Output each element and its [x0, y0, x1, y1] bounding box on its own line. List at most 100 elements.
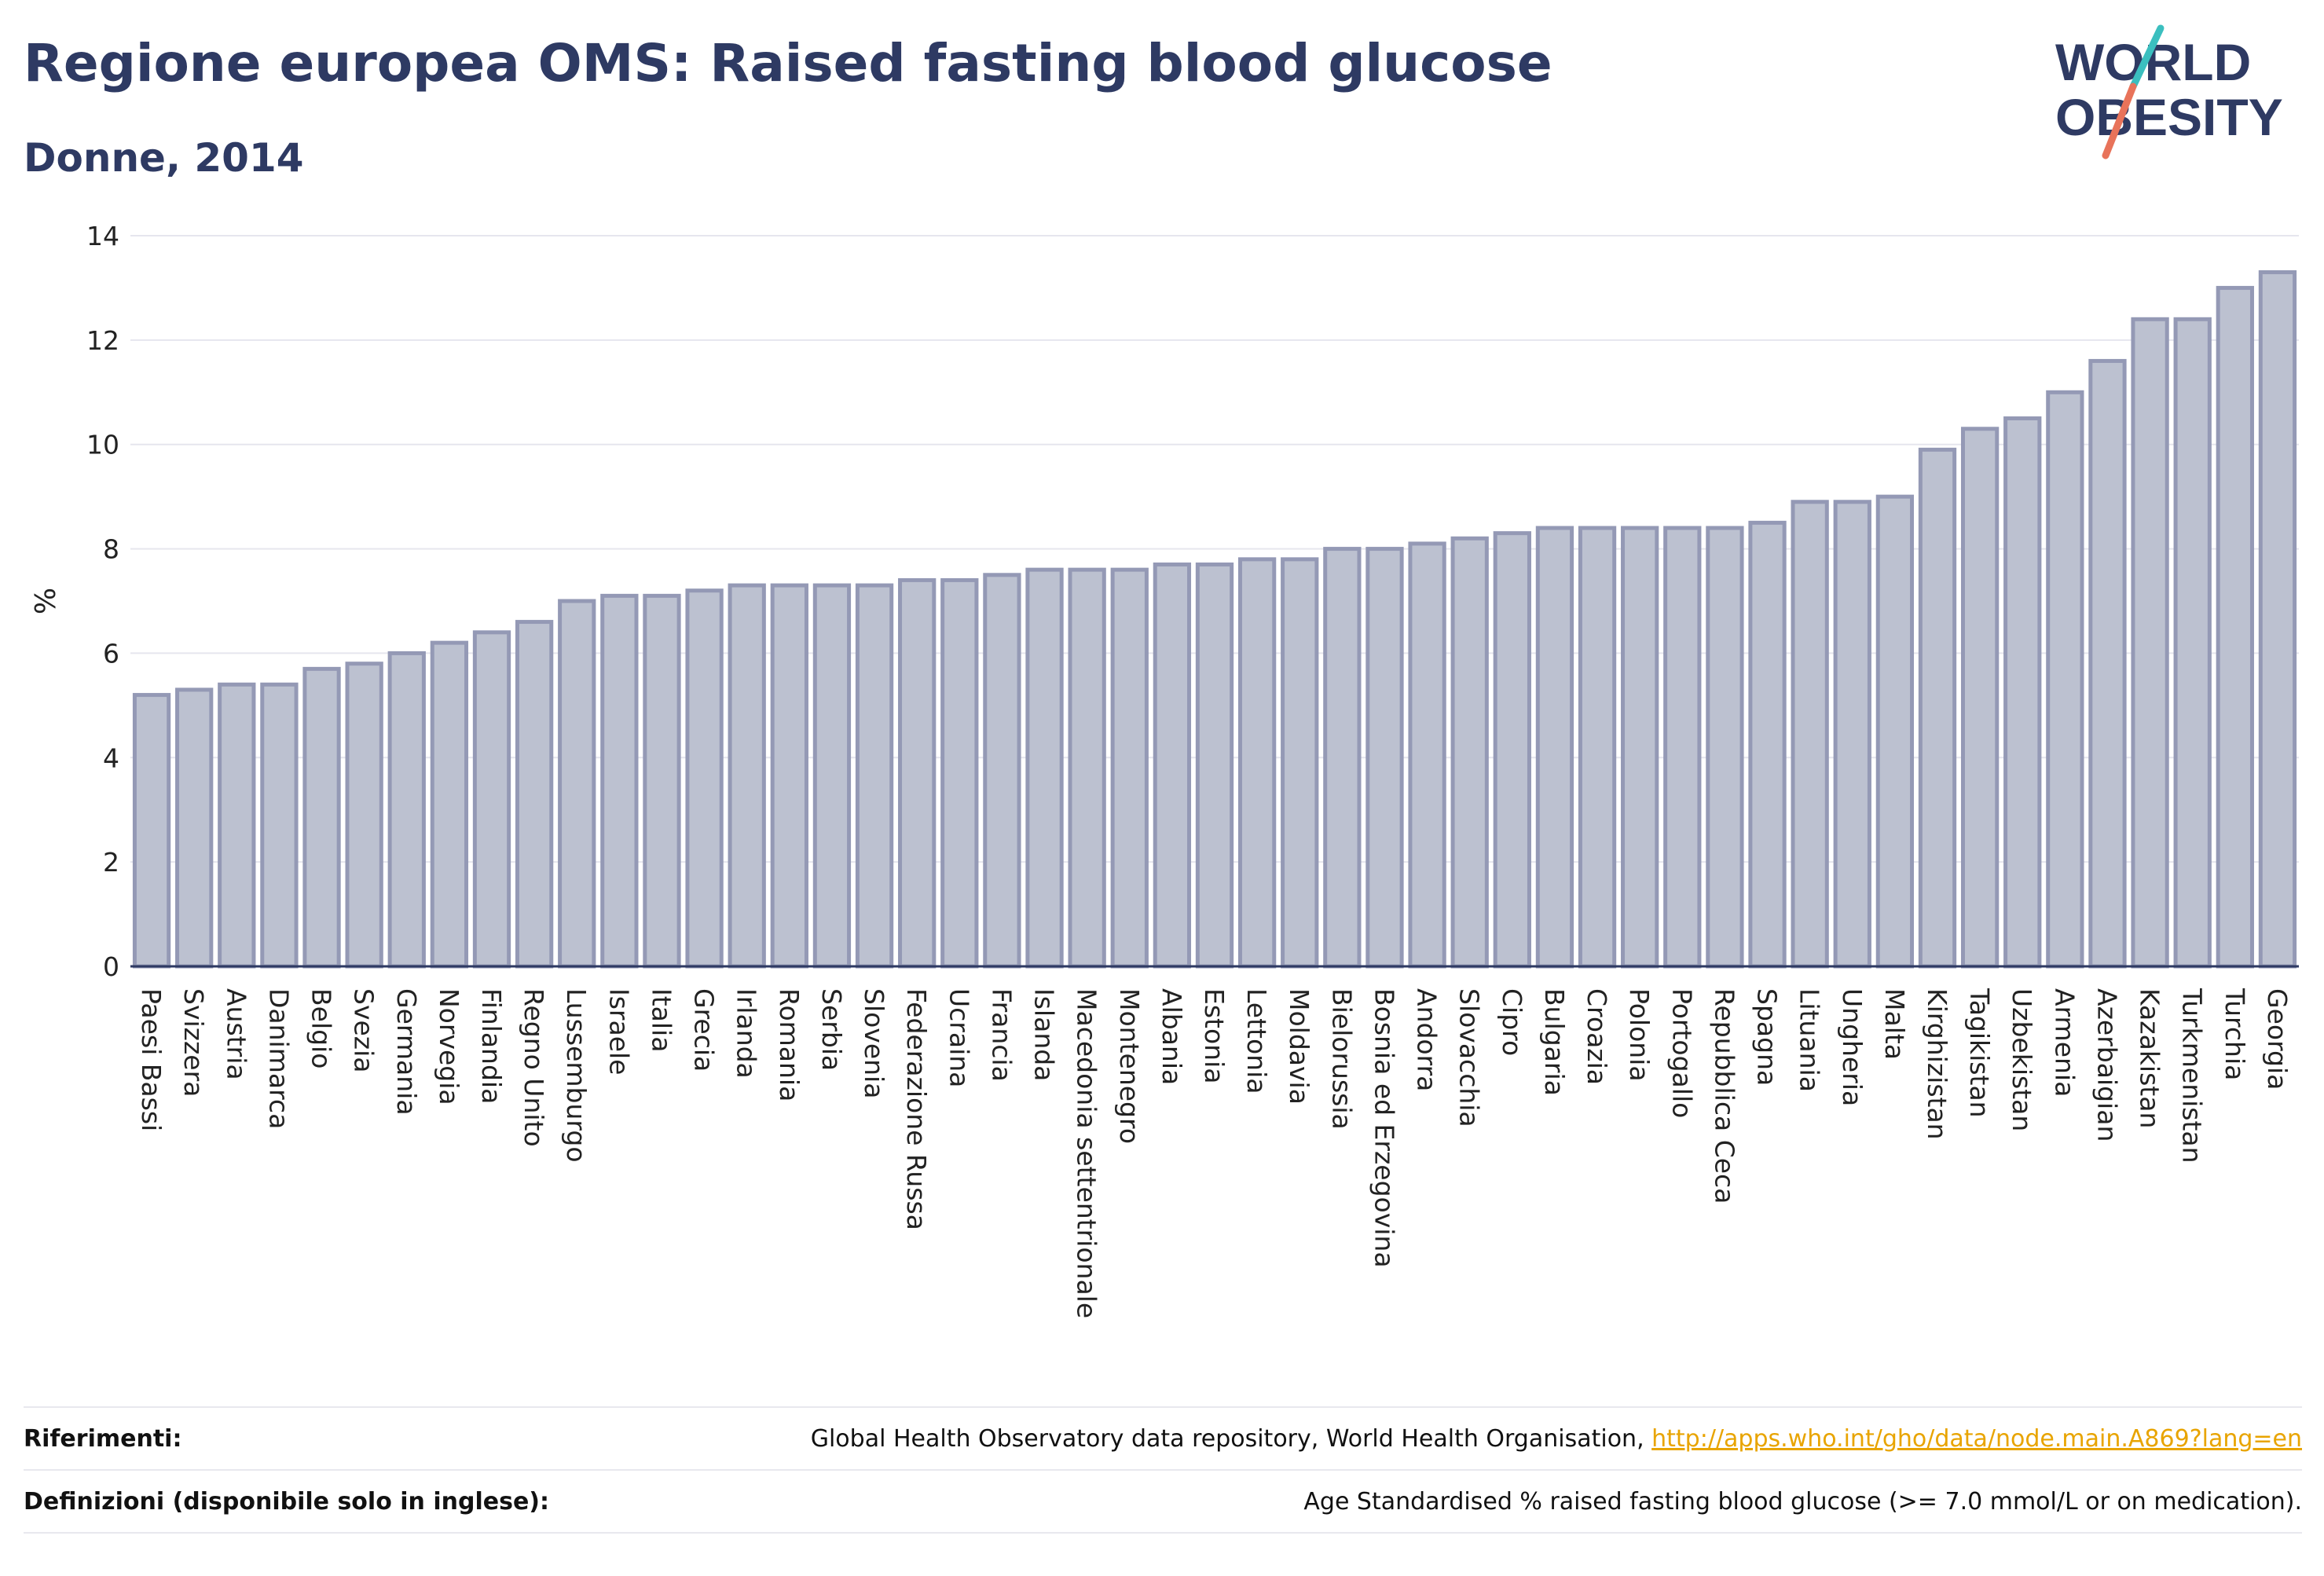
bar: [472, 630, 511, 969]
x-tick-label: Montenegro: [1114, 988, 1145, 1144]
bar: [302, 666, 341, 969]
x-tick-label: Georgia: [2262, 988, 2293, 1090]
bar: [728, 583, 766, 969]
world-obesity-logo: WORLD OBESITY: [2055, 24, 2283, 159]
bar: [175, 687, 214, 969]
footer-divider: [24, 1532, 2302, 1534]
x-tick-label: Bosnia ed Erzegovina: [1369, 988, 1399, 1268]
bar: [1281, 557, 1319, 969]
y-tick-label: 0: [103, 951, 119, 982]
bar: [770, 583, 808, 969]
bar: [2088, 358, 2127, 969]
bar: [2216, 285, 2254, 969]
bar: [430, 640, 469, 969]
bar: [940, 577, 979, 969]
references-link[interactable]: http://apps.who.int/gho/data/node.main.A…: [1651, 1424, 2302, 1453]
bar: [1493, 531, 1531, 969]
x-tick-label: Armenia: [2049, 988, 2080, 1097]
y-tick-label: 14: [86, 221, 119, 251]
x-tick-label: Tagikistan: [1964, 988, 1995, 1118]
bar: [855, 583, 894, 969]
bar: [1663, 526, 1702, 969]
x-tick-label: Bielorussia: [1326, 988, 1357, 1130]
x-tick-label: Turchia: [2220, 988, 2250, 1080]
y-tick-label: 10: [86, 430, 119, 460]
x-tick-label: Svezia: [349, 988, 379, 1073]
x-tick-label: Belgio: [306, 988, 337, 1068]
x-tick-label: Andorra: [1412, 988, 1442, 1091]
bar: [983, 573, 1021, 969]
x-tick-label: Francia: [986, 988, 1017, 1082]
bar-chart: 0 2 4 6 8 10 12 14 Paesi Bassi Svizzera Austria Dan…: [30, 221, 2299, 1318]
x-tick-label: Spagna: [1752, 988, 1783, 1086]
bar: [2003, 416, 2042, 969]
bar: [1237, 557, 1277, 969]
bar: [1323, 547, 1362, 969]
x-tick-label: Regno Unito: [519, 988, 549, 1147]
bar: [1621, 526, 1659, 969]
x-tick-label: Azerbaigian: [2091, 988, 2122, 1142]
x-tick-label: Italia: [646, 988, 676, 1052]
x-tick-label: Federazione Russa: [901, 988, 932, 1230]
bar: [812, 583, 852, 969]
x-tick-label: Germania: [391, 988, 422, 1116]
x-tick-label: Islanda: [1029, 988, 1060, 1081]
bar: [1535, 526, 1574, 969]
y-axis-label: %: [30, 588, 62, 614]
bar: [515, 620, 554, 969]
x-tick-label: Slovacchia: [1454, 988, 1485, 1127]
bar: [387, 651, 426, 969]
bar: [1875, 494, 1915, 969]
bar: [1706, 526, 1744, 969]
x-tick-label: Kazakistan: [2135, 988, 2165, 1128]
x-tick-label: Turkmenistan: [2177, 988, 2208, 1164]
x-tick-label: Austria: [221, 988, 251, 1080]
x-tick-label: Polonia: [1624, 988, 1655, 1082]
x-tick-label: Lituania: [1794, 988, 1825, 1092]
y-tick-label: 8: [103, 534, 119, 565]
chart-title: Regione europea OMS: Raised fasting bloo…: [24, 33, 1552, 93]
bar: [218, 682, 256, 969]
axes: 0 2 4 6 8 10 12 14 Paesi Bassi Svizzera Austria Dan…: [86, 221, 2299, 1318]
y-tick-label: 2: [103, 847, 119, 878]
bar: [2131, 317, 2169, 969]
x-tick-label: Macedonia settentrionale: [1072, 988, 1102, 1318]
bar: [2173, 317, 2212, 969]
x-tick-label: Uzbekistan: [2007, 988, 2037, 1131]
x-tick-label: Cipro: [1497, 988, 1527, 1056]
definitions-row: Definizioni (disponibile solo in inglese…: [24, 1469, 2302, 1532]
bar: [1153, 563, 1192, 969]
x-tick-label: Grecia: [689, 988, 720, 1072]
logo-slash-bottom: [2102, 82, 2137, 159]
bar: [345, 662, 383, 969]
x-tick-label: Irlanda: [731, 988, 762, 1079]
bar: [1110, 567, 1149, 969]
y-tick-label: 6: [103, 638, 119, 669]
bar: [1748, 520, 1787, 969]
bar: [260, 682, 299, 969]
x-tick-label: Portogallo: [1666, 988, 1697, 1118]
bar: [2046, 390, 2084, 969]
bars: [132, 270, 2297, 969]
bar: [558, 599, 596, 969]
bar: [1918, 447, 1957, 969]
bar: [1365, 547, 1404, 969]
references-label: Riferimenti:: [24, 1424, 182, 1453]
bar: [898, 577, 937, 969]
x-tick-label: Malta: [1879, 988, 1910, 1060]
bar: [132, 693, 171, 969]
logo-slash-top: [2129, 24, 2165, 90]
x-tick-label: Croazia: [1582, 988, 1612, 1085]
bar: [643, 593, 681, 969]
x-tick-label: Romania: [774, 988, 805, 1101]
references-text: Global Health Observatory data repositor…: [810, 1424, 1652, 1453]
x-tick-label: Paesi Bassi: [136, 988, 167, 1131]
x-tick-label: Svizzera: [178, 988, 209, 1097]
bar: [1025, 567, 1064, 969]
x-tick-label: Bulgaria: [1539, 988, 1570, 1096]
y-tick-label: 4: [103, 742, 119, 773]
x-tick-label: Moldavia: [1284, 988, 1314, 1105]
y-tick-label: 12: [86, 325, 119, 356]
bar: [1960, 427, 2000, 969]
x-tick-label: Ucraina: [944, 988, 974, 1087]
